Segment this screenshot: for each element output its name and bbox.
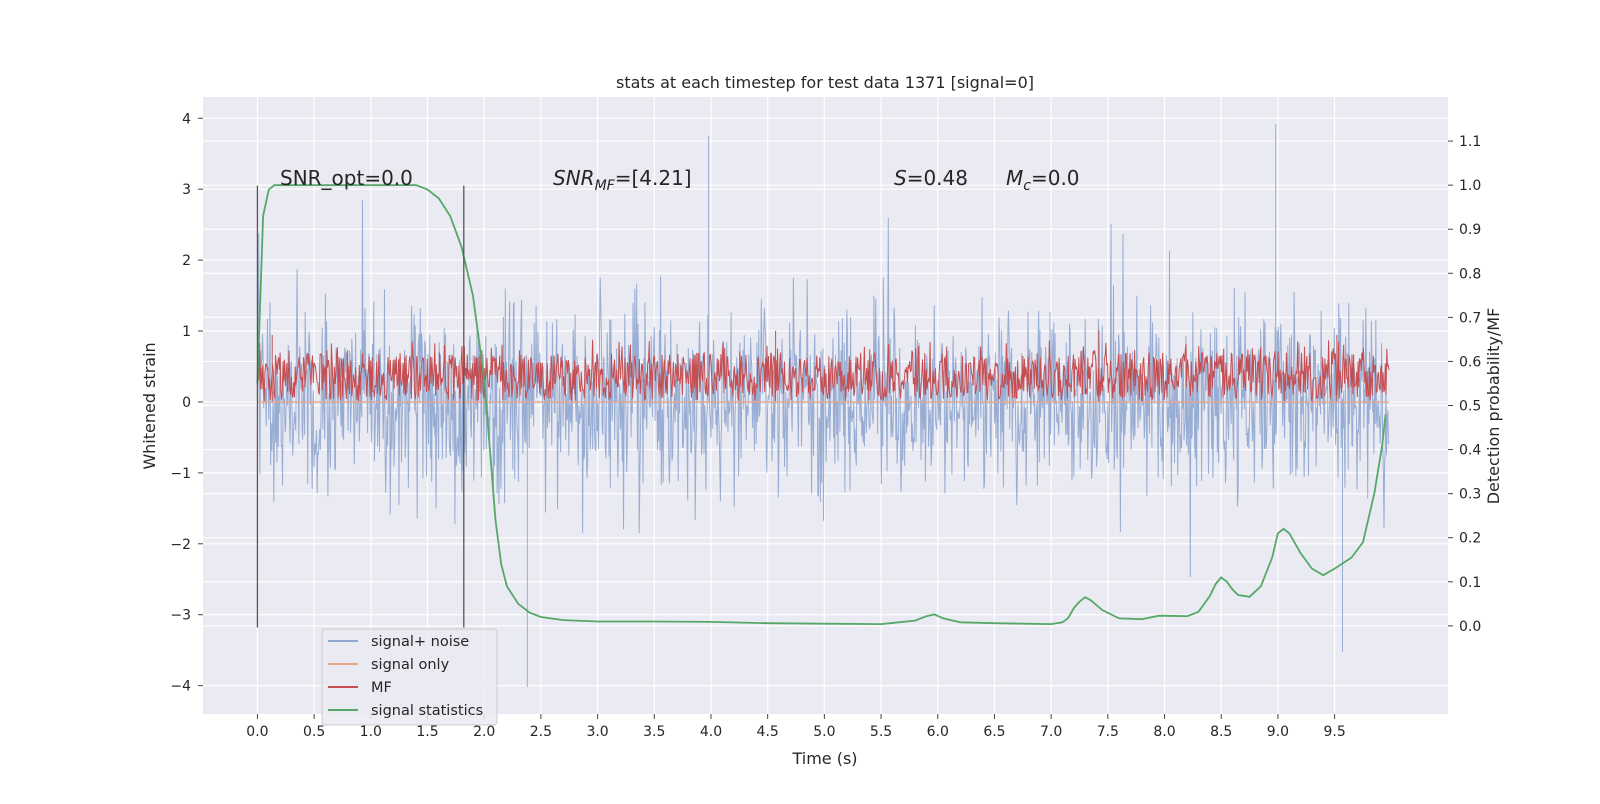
y-right-tick-label: 0.1 bbox=[1459, 575, 1481, 591]
y-right-tick-label: 0.0 bbox=[1459, 619, 1481, 635]
x-tick-label: 5.0 bbox=[813, 724, 835, 740]
x-tick-label: 5.5 bbox=[870, 724, 892, 740]
y-axis-right-label: Detection probability/MF bbox=[1484, 308, 1503, 505]
y-axis-right-ticks: 1.1 1.0 0.9 0.8 0.7 0.6 0.5 0.4 0.3 0.2 0.1 0.0 bbox=[1448, 134, 1481, 635]
y-right-tick-label: 1.0 bbox=[1459, 178, 1481, 194]
y-right-tick-label: 0.6 bbox=[1459, 354, 1481, 370]
series-layer bbox=[256, 123, 1390, 688]
y-left-tick-label: −2 bbox=[170, 537, 191, 553]
legend-label-signal-statistics: signal statistics bbox=[371, 703, 483, 719]
legend-label-mf: MF bbox=[371, 680, 392, 696]
x-axis-ticks: 0.0 0.5 1.0 1.5 2.0 2.5 3.0 3.5 4.0 4.5 5.0 5.5 6.0 6… bbox=[246, 714, 1346, 740]
x-tick-label: 2.0 bbox=[473, 724, 495, 740]
y-left-tick-label: −1 bbox=[170, 466, 191, 482]
legend-box bbox=[321, 628, 498, 726]
x-tick-label: 2.5 bbox=[530, 724, 552, 740]
x-tick-label: 1.5 bbox=[416, 724, 438, 740]
x-tick-label: 8.0 bbox=[1153, 724, 1175, 740]
y-right-tick-label: 0.4 bbox=[1459, 443, 1481, 459]
vertical-markers bbox=[256, 185, 465, 628]
x-tick-label: 3.5 bbox=[643, 724, 665, 740]
annotation-snr-opt: SNR_opt=0.0 bbox=[280, 166, 413, 190]
y-right-tick-label: 0.8 bbox=[1459, 266, 1481, 282]
chart-title: stats at each timestep for test data 137… bbox=[616, 73, 1034, 92]
x-tick-label: 7.5 bbox=[1097, 724, 1119, 740]
y-right-tick-label: 0.9 bbox=[1459, 222, 1481, 238]
x-tick-label: 3.0 bbox=[586, 724, 608, 740]
x-tick-label: 9.0 bbox=[1267, 724, 1289, 740]
legend-label-signal-only: signal only bbox=[371, 657, 450, 673]
y-left-tick-label: −3 bbox=[170, 608, 191, 624]
x-tick-label: 1.0 bbox=[360, 724, 382, 740]
y-left-tick-label: 1 bbox=[182, 324, 191, 340]
y-axis-left-ticks: 4 3 2 1 0 −1 −2 −3 −4 bbox=[170, 111, 203, 695]
y-left-tick-label: 2 bbox=[182, 253, 191, 269]
y-right-tick-label: 0.7 bbox=[1459, 310, 1481, 326]
x-tick-label: 4.5 bbox=[757, 724, 779, 740]
x-tick-label: 8.5 bbox=[1210, 724, 1232, 740]
y-axis-left-label: Whitened strain bbox=[140, 342, 159, 469]
y-left-tick-label: −4 bbox=[170, 679, 191, 695]
x-tick-label: 0.5 bbox=[303, 724, 325, 740]
x-tick-label: 6.5 bbox=[983, 724, 1005, 740]
x-tick-label: 9.5 bbox=[1323, 724, 1345, 740]
x-tick-label: 4.0 bbox=[700, 724, 722, 740]
y-right-tick-label: 0.5 bbox=[1459, 399, 1481, 415]
legend-label-signal-noise: signal+ noise bbox=[371, 634, 469, 650]
y-right-tick-label: 0.3 bbox=[1459, 487, 1481, 503]
annotation-s: S=0.48 bbox=[894, 166, 968, 190]
legend: signal+ noise signal only MF signal stat… bbox=[321, 628, 498, 726]
y-left-tick-label: 0 bbox=[182, 395, 191, 411]
series-signal-noise bbox=[256, 123, 1390, 688]
annotation-snr-mf: SNRMF=[4.21] bbox=[553, 166, 692, 194]
series-signal-statistics bbox=[256, 184, 1387, 626]
x-axis-label: Time (s) bbox=[791, 749, 857, 768]
annotation-mc: Mc=0.0 bbox=[1006, 166, 1080, 194]
y-left-tick-label: 4 bbox=[182, 111, 191, 127]
y-left-tick-label: 3 bbox=[182, 182, 191, 198]
x-tick-label: 7.0 bbox=[1040, 724, 1062, 740]
x-tick-label: 0.0 bbox=[246, 724, 268, 740]
x-tick-label: 6.0 bbox=[927, 724, 949, 740]
y-right-tick-label: 0.2 bbox=[1459, 531, 1481, 547]
series-mf bbox=[256, 330, 1390, 403]
y-right-tick-label: 1.1 bbox=[1459, 134, 1481, 150]
